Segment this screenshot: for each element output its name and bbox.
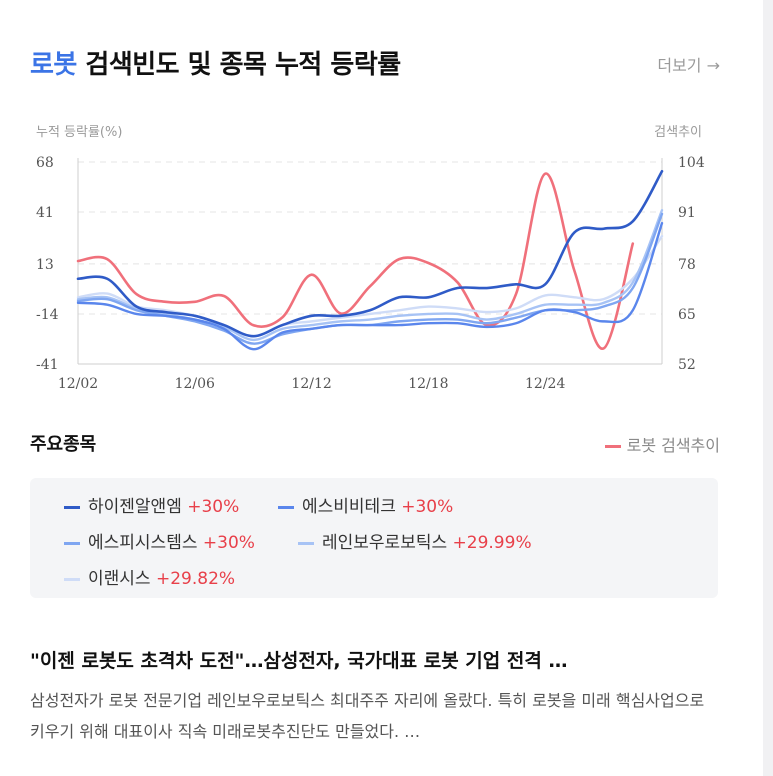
news-body: 삼성전자가 로봇 전문기업 레인보우로보틱스 최대주주 자리에 올랐다. 특히 … — [30, 691, 705, 741]
legend-swatch — [604, 445, 621, 448]
right-tick-label: 104 — [678, 155, 705, 171]
series-line — [76, 172, 635, 350]
left-axis-title: 누적 등락률(%) — [36, 125, 122, 140]
stock-item[interactable]: 에스비비테크 +30% — [278, 492, 453, 517]
right-tick-label: 65 — [678, 307, 696, 323]
legend-search-trend-label: 로봇 검색추이 — [626, 436, 720, 455]
right-tick-label: 91 — [678, 205, 696, 221]
card-title: 로봇 검색빈도 및 종목 누적 등락률 — [30, 44, 720, 81]
left-tick-label: 68 — [36, 155, 54, 171]
right-axis-title: 검색추이 — [654, 125, 702, 140]
stocks-title: 주요종목 — [30, 434, 97, 455]
stock-swatch — [64, 505, 80, 509]
news-item[interactable]: "이젠 로봇도 초격차 도전"…삼성전자, 국가대표 로봇 기업 전격 … 삼성… — [30, 646, 720, 747]
title-keyword: 로봇 — [30, 50, 77, 80]
legend-search-trend: 로봇 검색추이 — [604, 432, 720, 456]
stock-change: +29.82% — [155, 569, 236, 589]
left-tick-label: 13 — [36, 257, 54, 273]
robot-search-card: 로봇 검색빈도 및 종목 누적 등락률 더보기 → 누적 등락률(%) 검색추이 6… — [30, 0, 720, 776]
stock-item[interactable]: 레인보우로보틱스 +29.99% — [298, 528, 532, 553]
x-tick-label: 12/12 — [291, 376, 331, 392]
stock-change: +30% — [187, 497, 240, 517]
stock-change: +29.99% — [452, 533, 532, 553]
card-header: 로봇 검색빈도 및 종목 누적 등락률 더보기 → — [30, 44, 720, 84]
more-link[interactable]: 더보기 → — [657, 56, 720, 75]
x-tick-label: 12/02 — [58, 376, 98, 392]
stock-swatch — [298, 541, 314, 545]
stocks-header: 주요종목 로봇 검색추이 — [30, 430, 720, 460]
stock-name: 에스비비테크 — [302, 497, 396, 517]
stock-swatch — [64, 541, 80, 545]
series-line — [76, 208, 664, 342]
news-title[interactable]: "이젠 로봇도 초격차 도전"…삼성전자, 국가대표 로봇 기업 전격 … — [30, 650, 568, 672]
stock-change: +30% — [401, 497, 454, 517]
left-tick-label: -41 — [36, 357, 59, 373]
stock-name: 레인보우로보틱스 — [322, 533, 448, 553]
stock-name: 이랜시스 — [88, 569, 151, 589]
left-tick-label: 41 — [36, 205, 54, 221]
right-tick-label: 52 — [678, 357, 696, 373]
left-tick-label: -14 — [36, 307, 59, 323]
stock-list: 하이젠알앤엠 +30% 에스비비테크 +30% 에스피시스템스 +30% 레인보… — [30, 478, 718, 598]
stock-item[interactable]: 이랜시스 +29.82% — [64, 564, 235, 589]
stock-item[interactable]: 하이젠알앤엠 +30% — [64, 492, 239, 517]
x-tick-label: 12/18 — [408, 376, 448, 392]
chart-svg: 누적 등락률(%) 검색추이 68 104 41 91 13 78 -14 65 -41 52 12/0… — [36, 125, 705, 392]
stock-item[interactable]: 에스피시스템스 +30% — [64, 528, 255, 553]
series-line — [76, 221, 664, 351]
title-text: 검색빈도 및 종목 누적 등락률 — [85, 50, 401, 80]
series-line — [76, 169, 664, 338]
x-tick-label: 12/24 — [525, 376, 565, 392]
x-tick-label: 12/06 — [175, 376, 215, 392]
stock-name: 에스피시스템스 — [88, 533, 198, 553]
series-line — [76, 234, 664, 338]
right-tick-label: 78 — [678, 257, 696, 273]
stock-swatch — [64, 577, 80, 581]
stock-change: +30% — [202, 533, 255, 553]
chart: 누적 등락률(%) 검색추이 68 104 41 91 13 78 -14 65 -41 52 12/0… — [30, 116, 720, 406]
stock-name: 하이젠알앤엠 — [88, 497, 182, 517]
scrollbar-track[interactable] — [763, 0, 773, 776]
stock-swatch — [278, 505, 294, 509]
